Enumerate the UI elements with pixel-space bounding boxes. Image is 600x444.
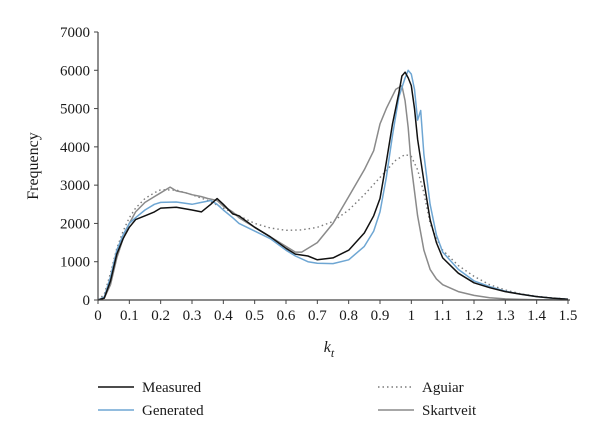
x-tick-label: 0.1 bbox=[120, 308, 139, 324]
legend-label-measured: Measured bbox=[142, 380, 202, 396]
x-tick-label: 0.2 bbox=[151, 308, 170, 324]
legend-label-generated: Generated bbox=[142, 403, 204, 419]
axes-layer bbox=[97, 32, 570, 301]
series-line-aguiar bbox=[97, 153, 569, 301]
x-axis-title: kt bbox=[324, 339, 335, 360]
y-axis-title: Frequency bbox=[25, 132, 42, 200]
series-line-generated bbox=[97, 69, 569, 301]
series-layer bbox=[97, 69, 569, 301]
y-tick-label: 6000 bbox=[60, 63, 90, 79]
series-line-skartveit bbox=[97, 84, 569, 301]
x-tick-label: 0.5 bbox=[245, 308, 264, 324]
x-tick-label: 1.5 bbox=[559, 308, 578, 324]
x-tick-label: 1.3 bbox=[496, 308, 515, 324]
y-tick-label: 5000 bbox=[60, 102, 90, 118]
x-tick-label: 0.7 bbox=[308, 308, 327, 324]
x-tick-label: 0 bbox=[94, 308, 102, 324]
legend-label-skartveit: Skartveit bbox=[422, 403, 477, 419]
x-axis-title-main: k bbox=[324, 339, 332, 356]
y-tick-label: 0 bbox=[83, 293, 91, 309]
x-tick-label: 1.2 bbox=[465, 308, 484, 324]
legend: Measured Generated Aguiar Skartveit bbox=[98, 380, 477, 419]
y-tick-label: 2000 bbox=[60, 216, 90, 232]
y-tick-label: 3000 bbox=[60, 178, 90, 194]
x-tick-label: 0.9 bbox=[371, 308, 390, 324]
x-tick-label: 0.8 bbox=[339, 308, 358, 324]
y-tick-label: 7000 bbox=[60, 25, 90, 41]
x-axis-title-subscript: t bbox=[331, 346, 335, 360]
x-tick-label: 0.6 bbox=[277, 308, 296, 324]
x-ticks: 0 0.1 0.2 0.3 0.4 0.5 0.6 0.7 0.8 0.9 1 1.1 1.2 1.3 1.… bbox=[94, 300, 577, 324]
x-tick-label: 1.1 bbox=[433, 308, 452, 324]
y-tick-label: 4000 bbox=[60, 140, 90, 156]
x-tick-label: 1.4 bbox=[527, 308, 546, 324]
y-ticks: 0 1000 2000 3000 4000 5000 6000 7000 bbox=[60, 25, 98, 309]
y-tick-label: 1000 bbox=[60, 255, 90, 271]
series-line-measured bbox=[97, 71, 569, 301]
x-tick-label: 0.4 bbox=[214, 308, 233, 324]
x-tick-label: 0.3 bbox=[183, 308, 202, 324]
legend-label-aguiar: Aguiar bbox=[422, 380, 464, 396]
x-tick-label: 1 bbox=[408, 308, 416, 324]
